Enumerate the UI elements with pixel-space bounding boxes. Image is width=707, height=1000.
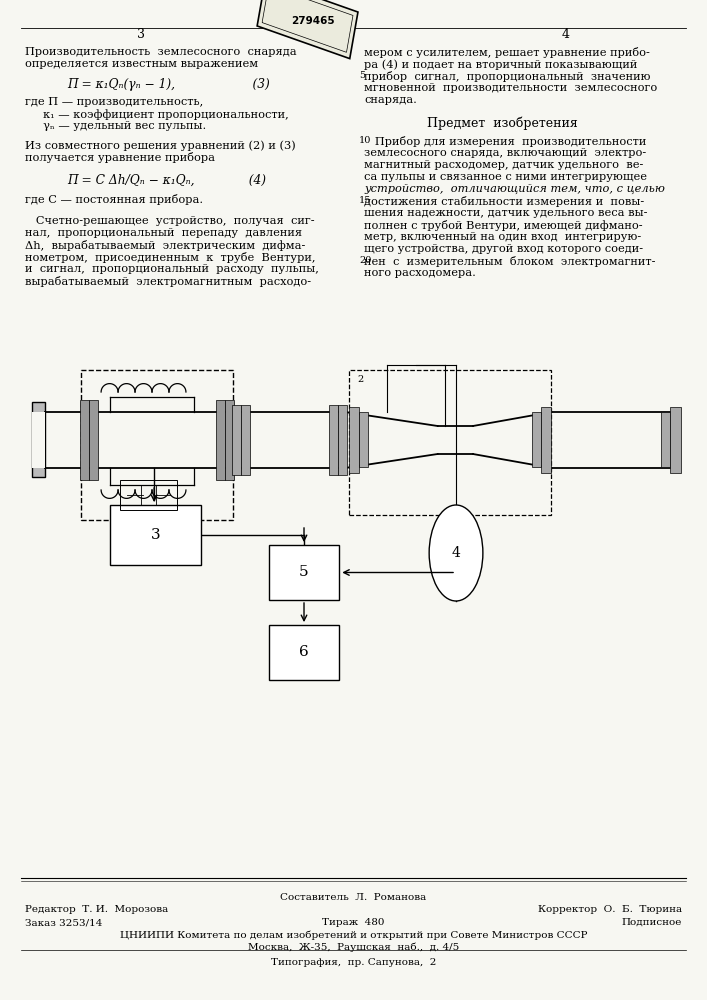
- Bar: [120, 480, 177, 510]
- Text: 279465: 279465: [291, 16, 335, 26]
- Text: мгновенной  производительности  землесосного: мгновенной производительности землесосно…: [364, 83, 658, 93]
- Text: устройство,  отличающийся тем, что, с целью: устройство, отличающийся тем, что, с цел…: [364, 184, 665, 194]
- Bar: [349, 407, 359, 473]
- Text: 20: 20: [359, 256, 372, 265]
- Bar: [225, 400, 234, 480]
- Bar: [80, 400, 89, 480]
- Bar: [269, 545, 339, 600]
- Bar: [670, 407, 681, 473]
- Text: Прибор для измерения  производительности: Прибор для измерения производительности: [364, 136, 646, 147]
- Text: 10: 10: [359, 136, 372, 145]
- Text: землесосного снаряда, включающий  электро-: землесосного снаряда, включающий электро…: [364, 148, 646, 158]
- Text: определяется известным выражением: определяется известным выражением: [25, 59, 258, 69]
- Text: достижения стабильности измерения и  повы-: достижения стабильности измерения и повы…: [364, 196, 644, 207]
- Text: 3: 3: [151, 528, 160, 542]
- Bar: [110, 505, 201, 565]
- Text: Заказ 3253/14: Заказ 3253/14: [25, 918, 102, 927]
- Bar: [262, 0, 353, 52]
- Text: мером с усилителем, решает уравнение прибо-: мером с усилителем, решает уравнение при…: [364, 47, 650, 58]
- Text: нен  с  измерительным  блоком  электромагнит-: нен с измерительным блоком электромагнит…: [364, 256, 655, 267]
- Text: 5: 5: [299, 565, 309, 579]
- Text: полнен с трубой Вентури, имеющей дифмано-: полнен с трубой Вентури, имеющей дифмано…: [364, 220, 643, 231]
- Bar: [359, 412, 368, 467]
- Bar: [241, 405, 250, 475]
- Text: Корректор  О.  Б.  Тюрина: Корректор О. Б. Тюрина: [538, 905, 682, 914]
- Bar: [232, 405, 241, 475]
- Text: магнитный расходомер, датчик удельного  ве-: магнитный расходомер, датчик удельного в…: [364, 160, 643, 170]
- Text: Подписное: Подписное: [622, 918, 682, 927]
- Text: ра (4) и подает на вторичный показывающий: ра (4) и подает на вторичный показывающи…: [364, 59, 638, 70]
- Bar: [216, 400, 225, 480]
- Text: и  сигнал,  пропорциональный  расходу  пульпы,: и сигнал, пропорциональный расходу пульп…: [25, 264, 319, 274]
- Text: Производительность  землесосного  снаряда: Производительность землесосного снаряда: [25, 47, 296, 57]
- Bar: [32, 412, 45, 468]
- Text: щего устройства, другой вход которого соеди-: щего устройства, другой вход которого со…: [364, 244, 643, 254]
- Bar: [81, 370, 233, 520]
- Text: κ₁ — коэффициент пропорциональности,: κ₁ — коэффициент пропорциональности,: [25, 109, 288, 120]
- Bar: [32, 402, 45, 477]
- Text: са пульпы и связанное с ними интегрирующее: са пульпы и связанное с ними интегрирующ…: [364, 172, 647, 182]
- Text: шения надежности, датчик удельного веса вы-: шения надежности, датчик удельного веса …: [364, 208, 648, 218]
- Text: снаряда.: снаряда.: [364, 95, 417, 105]
- Text: где Π — производительность,: где Π — производительность,: [25, 97, 203, 107]
- Text: Π = C Δh/Qₙ − κ₁Qₙ,              (4): Π = C Δh/Qₙ − κ₁Qₙ, (4): [67, 174, 266, 187]
- Text: нометром,  присоединенным  к  трубе  Вентури,: нометром, присоединенным к трубе Вентури…: [25, 252, 315, 263]
- Bar: [338, 405, 347, 475]
- Text: Π = κ₁Qₙ(γₙ − 1),                    (3): Π = κ₁Qₙ(γₙ − 1), (3): [67, 78, 270, 91]
- Text: метр, включенный на один вход  интегрирую-: метр, включенный на один вход интегрирую…: [364, 232, 641, 242]
- Bar: [89, 400, 98, 480]
- Text: Составитель  Л.  Романова: Составитель Л. Романова: [281, 893, 426, 902]
- Text: 4: 4: [452, 546, 460, 560]
- Text: прибор  сигнал,  пропорциональный  значению: прибор сигнал, пропорциональный значению: [364, 71, 650, 82]
- Ellipse shape: [429, 505, 483, 601]
- Bar: [541, 407, 551, 473]
- Text: вырабатываемый  электромагнитным  расходо-: вырабатываемый электромагнитным расходо-: [25, 276, 311, 287]
- Bar: [661, 412, 670, 467]
- Text: Редактор  Т. И.  Морозова: Редактор Т. И. Морозова: [25, 905, 168, 914]
- Text: ного расходомера.: ного расходомера.: [364, 268, 476, 278]
- Text: Типография,  пр. Сапунова,  2: Типография, пр. Сапунова, 2: [271, 958, 436, 967]
- Text: γₙ — удельный вес пульпы.: γₙ — удельный вес пульпы.: [25, 121, 206, 131]
- Text: 2: 2: [358, 375, 364, 384]
- Bar: [329, 405, 338, 475]
- Text: ЦНИИПИ Комитета по делам изобретений и открытий при Совете Министров СССР: ЦНИИПИ Комитета по делам изобретений и о…: [119, 930, 588, 940]
- Bar: [349, 370, 551, 515]
- Text: Из совместного решения уравнений (2) и (3): Из совместного решения уравнений (2) и (…: [25, 140, 296, 151]
- Text: 3: 3: [137, 27, 146, 40]
- Text: Счетно-решающее  устройство,  получая  сиг-: Счетно-решающее устройство, получая сиг-: [25, 216, 315, 226]
- Text: 6: 6: [299, 646, 309, 660]
- Text: где C — постоянная прибора.: где C — постоянная прибора.: [25, 194, 203, 205]
- Text: 15: 15: [359, 196, 372, 205]
- Text: нал,  пропорциональный  перепаду  давления: нал, пропорциональный перепаду давления: [25, 228, 302, 238]
- Bar: [141, 485, 156, 505]
- Text: Тираж  480: Тираж 480: [322, 918, 385, 927]
- Text: получается уравнение прибора: получается уравнение прибора: [25, 152, 215, 163]
- Bar: [257, 0, 358, 59]
- Bar: [532, 412, 541, 467]
- Bar: [269, 625, 339, 680]
- Text: Предмет  изобретения: Предмет изобретения: [426, 116, 578, 129]
- Text: Москва,  Ж-35,  Раушская  наб.,  д. 4/5: Москва, Ж-35, Раушская наб., д. 4/5: [248, 942, 459, 952]
- Text: 5: 5: [359, 71, 366, 80]
- Text: Δh,  вырабатываемый  электрическим  дифма-: Δh, вырабатываемый электрическим дифма-: [25, 240, 305, 251]
- Text: 4: 4: [561, 27, 570, 40]
